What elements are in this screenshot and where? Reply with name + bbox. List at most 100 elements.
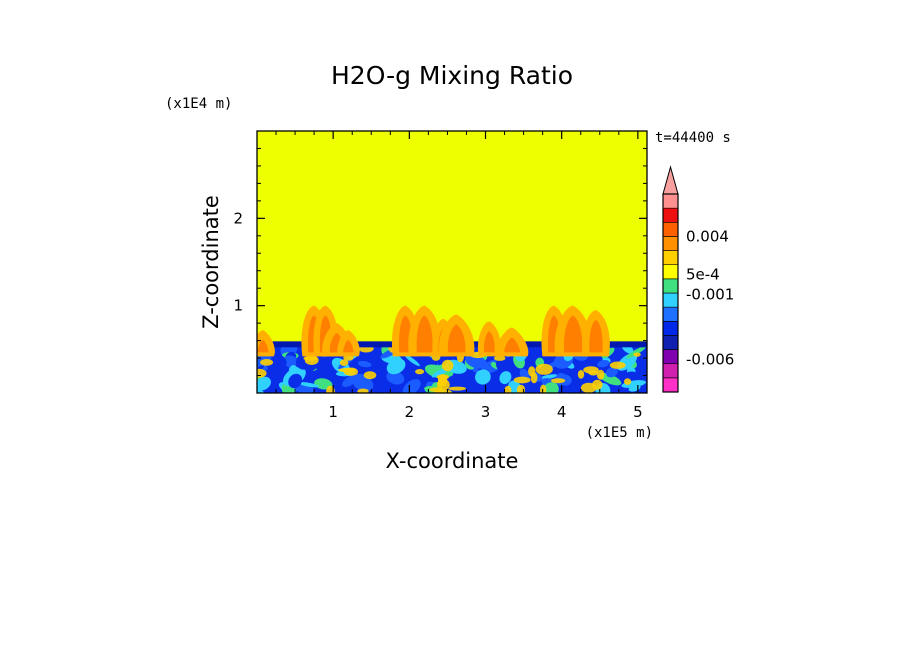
mixed-layer-moist-patch [551,378,566,384]
mixed-layer-moist-patch [516,384,526,393]
mixed-layer-eddy [402,379,421,393]
colorbar-level [662,236,679,251]
y-axis-ticks: 12 [233,147,647,377]
moist-plume-core [589,320,603,353]
mixed-layer-moist-patch [260,359,274,366]
colorbar-extend-arrow [662,165,679,195]
mixed-layer-moist-patch [633,352,641,357]
moist-plume-core [343,340,354,353]
mixed-layer-eddy [257,357,268,372]
mixed-layer-moist-patch [583,366,599,374]
y-unit-label: (x1E4 m) [165,96,232,112]
moist-plume-core [563,315,583,353]
mixed-layer-moist-patch [429,387,444,393]
moist-plume-core [483,331,495,353]
mixed-layer-eddy [404,354,420,367]
colorbar: 0.004 5e-4-0.001 -0.006 [662,165,734,393]
mixed-layer-moist-patch [494,355,506,361]
mixed-layer-moist-patch [540,384,547,393]
colorbar-level [662,349,679,365]
mixed-layer-moist-patch [596,369,605,380]
plot-frame [256,130,648,394]
mixed-layer-eddy [597,360,610,368]
mixed-layer-eddy [626,345,647,359]
colorbar-label: -0.001 [686,285,734,303]
mixed-layer-moist-patch [338,368,357,373]
mixed-layer-eddy [386,370,405,385]
colorbar-level [662,264,679,280]
mixed-layer-moist-patch [415,369,425,375]
colorbar-label: -0.006 [686,351,734,369]
mixed-layer-moist-patch [436,374,449,380]
mixed-layer-moist-patch [363,371,377,380]
mixed-layer-eddy [543,382,559,393]
moist-plume-core [257,340,269,353]
colorbar-level [662,292,679,308]
mixed-layer-moist-patch [448,386,467,391]
y-tick-label: 1 [233,297,243,315]
mixed-layer-eddy [465,354,487,369]
colorbar-frame [662,193,679,393]
mixed-layer-eddy [257,376,271,391]
mixed-layer-moist-patch [577,370,585,379]
x-tick-label: 2 [405,403,415,421]
colorbar-level [662,306,679,322]
x-tick-label: 5 [633,403,643,421]
mixed-layer-eddy [495,357,510,373]
x-tick-label: 4 [557,403,567,421]
x-tick-label: 3 [481,403,491,421]
mixed-layer-eddy [548,360,561,368]
mixed-layer-eddy [382,383,403,393]
mixed-layer-eddy [599,373,622,386]
mixed-layer-eddy [288,373,303,389]
x-unit-label: (x1E5 m) [586,425,653,441]
colorbar-level [662,320,679,336]
colorbar-level [662,250,679,266]
mixed-layer-moist-patch [535,363,553,375]
contour-field [257,131,647,393]
mixed-layer-eddy [475,385,484,393]
mixed-layer-moist-patch [257,368,267,378]
mixed-layer-eddy [342,374,360,387]
colorbar-level [662,335,679,350]
colorbar-level [662,363,679,379]
x-tick-label: 1 [328,403,338,421]
mixed-layer-eddy [475,369,491,385]
chart-title: H2O-g Mixing Ratio [331,61,573,90]
mixed-layer-moist-patch [609,361,626,369]
moist-plume-core [447,324,466,353]
mixed-layer-moist-patch [303,355,318,361]
colorbar-label: 0.004 [686,227,729,245]
mixed-layer-moist-patch [339,359,349,367]
mixed-layer-moist-patch [624,378,632,385]
mixed-layer-moist-patch [357,388,369,393]
plume-layer [257,305,610,357]
mixed-layer-moist-patch [580,382,597,393]
mixed-layer-moist-patch [504,385,512,393]
mixed-layer-eddy [357,360,372,368]
mixed-layer-eddy [625,371,639,380]
colorbar-label: 5e-4 [686,266,720,284]
colorbar-level [662,207,679,223]
moist-plume-core [416,315,433,353]
mixed-layer-eddy [539,374,558,380]
mixed-layer-moist-patch [513,376,531,384]
time-label: t=44400 s [655,130,731,146]
colorbar-level [662,221,679,237]
colorbar-level [662,278,679,294]
mixed-layer-moist-patch [437,378,450,391]
mixed-layer-eddy [257,385,267,393]
mixed-layer-eddy [386,358,406,375]
colorbar-level [662,377,679,393]
mixed-layer-eddy [499,371,512,385]
moist-plume-core [504,337,521,353]
x-axis-ticks: 1 2 3 4 5 [275,131,643,421]
mixed-layer-eddy [605,366,618,378]
mixed-layer-moist-patch [441,359,454,372]
x-axis-label: X-coordinate [386,449,519,473]
mixed-layer-eddy [271,353,287,367]
y-axis-label: Z-coordinate [199,195,223,329]
mixed-layer-eddy [299,382,319,388]
mixed-layer-moist-patch [530,372,538,384]
